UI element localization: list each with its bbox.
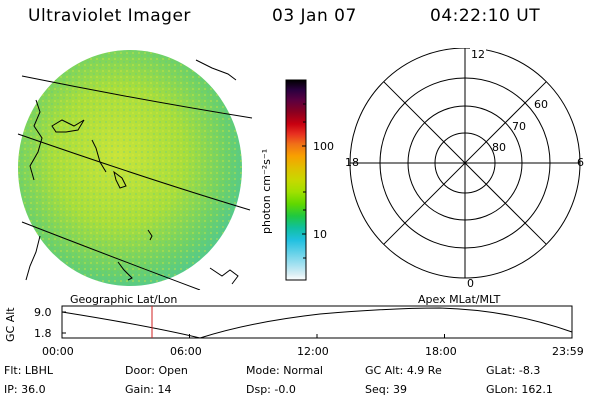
altitude-xtick-0600: 06:00	[170, 345, 202, 358]
instrument-title: Ultraviolet Imager	[28, 6, 191, 26]
mlt-label-0: 0	[467, 277, 474, 290]
geographic-image-panel	[17, 50, 253, 290]
auroral-image-disk	[18, 50, 242, 286]
colorbar-tick-label-10: 10	[313, 228, 327, 241]
polar-mlat-mlt-plot	[349, 48, 581, 279]
intensity-colorbar: photon cm⁻²s⁻¹	[262, 79, 307, 281]
status-glat: GLat: -8.3	[486, 364, 541, 377]
mlt-label-12: 12	[470, 48, 486, 61]
altitude-curve	[61, 307, 573, 339]
colorbar-unit-label: photon cm⁻²s⁻¹	[262, 149, 273, 234]
altitude-ytick-low: 1.8	[34, 327, 52, 340]
altitude-ticks	[62, 311, 445, 338]
mlat-label-60: 60	[534, 98, 548, 111]
status-gain: Gain: 14	[125, 383, 172, 396]
altitude-xtick-2359: 23:59	[552, 345, 584, 358]
status-door: Door: Open	[125, 364, 188, 377]
status-flt: Flt: LBHL	[4, 364, 53, 377]
mlat-label-80: 80	[492, 141, 506, 154]
altitude-plot-frame	[61, 305, 573, 339]
altitude-xtick-0000: 00:00	[42, 345, 74, 358]
geographic-panel-title: Geographic Lat/Lon	[70, 293, 178, 306]
status-ip: IP: 36.0	[4, 383, 46, 396]
status-seq: Seq: 39	[365, 383, 407, 396]
altitude-ytick-high: 9.0	[34, 306, 52, 319]
altitude-ylabel: GC Alt	[4, 307, 17, 342]
observation-date: 03 Jan 07	[272, 6, 357, 26]
colorbar-tick-label-100: 100	[313, 140, 334, 153]
altitude-xtick-1800: 18:00	[425, 345, 457, 358]
mlt-label-6: 6	[577, 156, 584, 169]
status-mode: Mode: Normal	[246, 364, 323, 377]
colorbar-ticks	[302, 103, 306, 259]
colorbar-gradient	[285, 79, 307, 281]
latitude-lines	[17, 75, 253, 290]
mlt-label-18: 18	[345, 156, 359, 169]
altitude-xtick-1200: 12:00	[297, 345, 329, 358]
coastlines	[25, 59, 239, 285]
status-dsp: Dsp: -0.0	[246, 383, 296, 396]
altitude-plot: GC Alt	[4, 305, 573, 342]
mlat-label-70: 70	[512, 120, 526, 133]
status-gc-alt: GC Alt: 4.9 Re	[365, 364, 442, 377]
polar-panel-title: Apex MLat/MLT	[418, 293, 501, 306]
observation-time: 04:22:10 UT	[430, 6, 541, 26]
mlt-diagonal-2	[383, 81, 547, 245]
status-glon: GLon: 162.1	[486, 383, 553, 396]
